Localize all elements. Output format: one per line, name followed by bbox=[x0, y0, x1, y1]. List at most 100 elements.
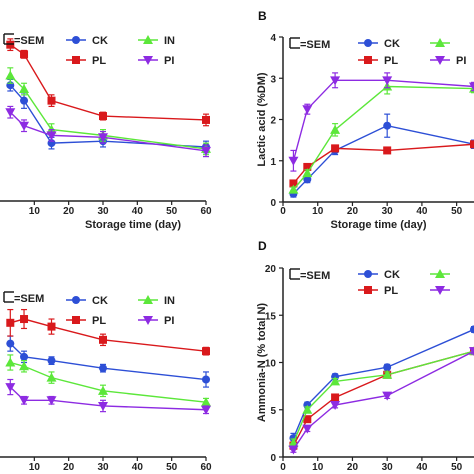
legend-label: PL bbox=[92, 315, 106, 327]
x-tick-label: 0 bbox=[280, 462, 286, 473]
legend-sem-label: =SEM bbox=[300, 270, 330, 282]
y-tick-label: 3 bbox=[270, 74, 276, 85]
legend-swatch-marker bbox=[435, 269, 445, 278]
y-tick-label: 0 bbox=[270, 198, 276, 209]
series-4 bbox=[5, 378, 211, 415]
data-point bbox=[331, 144, 340, 153]
x-tick-label: 50 bbox=[451, 462, 463, 473]
data-point bbox=[302, 424, 313, 434]
data-point bbox=[330, 124, 341, 134]
x-tick-label: 0 bbox=[280, 206, 286, 217]
data-point bbox=[470, 325, 474, 334]
data-point bbox=[201, 405, 211, 415]
legend-label: PL bbox=[384, 285, 398, 297]
data-point bbox=[303, 162, 312, 171]
y-axis-label: Lactic acid (%DM) bbox=[256, 72, 268, 166]
data-point bbox=[20, 96, 29, 105]
legend-swatch-marker bbox=[364, 270, 372, 278]
x-tick-label: 10 bbox=[312, 462, 324, 473]
x-tick-label: 50 bbox=[166, 206, 178, 217]
series-3 bbox=[5, 354, 211, 407]
data-point bbox=[382, 391, 393, 401]
data-point bbox=[469, 82, 474, 92]
data-point bbox=[47, 322, 56, 331]
series-2 bbox=[6, 308, 210, 356]
panel-2: B 0 10 20 30 40 50 0 1 2 3 4 Storage time (day) Lacti… bbox=[256, 9, 474, 231]
legend-label: CK bbox=[384, 38, 400, 50]
data-point bbox=[5, 383, 16, 393]
data-point bbox=[470, 140, 474, 149]
legend-sem-label: =SEM bbox=[14, 293, 44, 305]
data-point bbox=[5, 357, 16, 367]
legend-label: PL bbox=[92, 55, 106, 67]
data-point bbox=[289, 179, 298, 188]
x-tick-label: 50 bbox=[451, 206, 463, 217]
x-tick-label: 10 bbox=[29, 206, 41, 217]
data-point bbox=[20, 352, 29, 361]
x-tick-label: 60 bbox=[200, 462, 212, 473]
legend-swatch-marker bbox=[364, 286, 372, 294]
series-4 bbox=[5, 105, 211, 158]
data-point bbox=[303, 415, 312, 424]
series-line bbox=[10, 318, 207, 352]
data-point bbox=[202, 115, 210, 124]
x-tick-label: 30 bbox=[382, 206, 394, 217]
legend-swatch-marker bbox=[143, 295, 153, 304]
legend-label: CK bbox=[92, 35, 108, 47]
x-tick-label: 10 bbox=[312, 206, 324, 217]
x-tick-label: 40 bbox=[416, 206, 428, 217]
x-tick-label: 30 bbox=[382, 462, 394, 473]
data-point bbox=[19, 84, 30, 94]
x-tick-label: 30 bbox=[97, 462, 109, 473]
series-line bbox=[9, 343, 207, 381]
data-point bbox=[19, 396, 30, 406]
data-point bbox=[469, 347, 474, 357]
y-tick-label: 4 bbox=[270, 33, 276, 44]
y-tick-label: 20 bbox=[265, 264, 277, 275]
legend-swatch-marker bbox=[72, 316, 80, 324]
legend: =SEM CK PL bbox=[289, 268, 450, 297]
panel-1: 10 20 30 40 50 60 Storage time (day) =SEM CK PL IN… bbox=[0, 33, 212, 231]
legend: =SEM CK PL IN PI bbox=[3, 33, 175, 67]
legend-swatch-marker bbox=[72, 36, 80, 44]
data-point bbox=[302, 168, 313, 178]
x-tick-label: 20 bbox=[63, 462, 75, 473]
data-point bbox=[19, 121, 30, 131]
y-tick-label: 15 bbox=[265, 311, 277, 322]
data-point bbox=[47, 96, 56, 105]
data-point bbox=[98, 133, 108, 143]
series-line bbox=[9, 44, 207, 121]
panel-letter: D bbox=[258, 239, 267, 253]
data-point bbox=[5, 108, 16, 118]
data-point bbox=[6, 318, 15, 327]
y-tick-label: 0 bbox=[270, 453, 276, 464]
legend-label: PI bbox=[164, 315, 174, 327]
x-tick-label: 50 bbox=[166, 462, 178, 473]
data-point bbox=[302, 404, 313, 414]
data-point bbox=[330, 401, 341, 411]
series-3 bbox=[288, 78, 474, 194]
data-point bbox=[288, 184, 299, 194]
legend-swatch-marker bbox=[435, 286, 445, 295]
data-point bbox=[331, 393, 340, 402]
x-tick-label: 40 bbox=[416, 462, 428, 473]
series-2 bbox=[289, 140, 474, 188]
x-axis-label: Storage time (day) bbox=[331, 219, 427, 231]
data-point bbox=[383, 363, 392, 372]
data-point bbox=[46, 372, 57, 382]
x-axis-label: Storage time (day) bbox=[85, 219, 181, 231]
legend-sem-label: =SEM bbox=[300, 39, 330, 51]
x-tick-label: 30 bbox=[97, 206, 109, 217]
data-point bbox=[19, 361, 30, 371]
x-tick-label: 20 bbox=[347, 206, 359, 217]
legend-label: PI bbox=[456, 55, 466, 67]
data-point bbox=[98, 401, 108, 411]
data-point bbox=[47, 356, 56, 365]
series-4 bbox=[288, 347, 474, 455]
panel-letter: B bbox=[258, 9, 267, 23]
legend-swatch-marker bbox=[364, 39, 372, 47]
data-point bbox=[382, 369, 393, 379]
y-tick-label: 5 bbox=[270, 406, 276, 417]
y-tick-label: 10 bbox=[265, 359, 277, 370]
data-point bbox=[99, 112, 107, 121]
